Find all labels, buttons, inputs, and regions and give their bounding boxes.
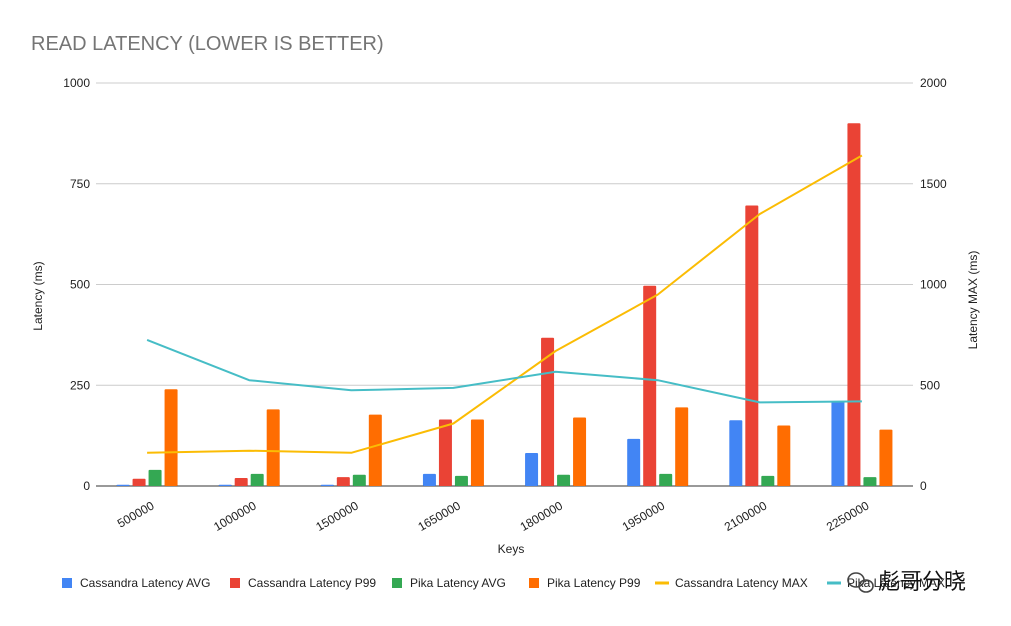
y-tick-label: 0 — [83, 479, 90, 493]
legend-label: Cassandra Latency MAX — [675, 576, 808, 590]
legend-swatch — [62, 578, 72, 588]
legend-label: Pika Latency AVG — [410, 576, 506, 590]
y-tick-label: 1000 — [63, 76, 90, 90]
bar-cassandra-latency-avg — [729, 420, 743, 486]
x-tick-label: 2100000 — [722, 498, 770, 534]
bar-cassandra-latency-p99 — [234, 477, 248, 486]
bar-cassandra-latency-avg — [320, 484, 334, 486]
legend: Cassandra Latency AVG Cassandra Latency P… — [62, 576, 945, 590]
gridlines — [96, 82, 913, 487]
line-cassandra-latency-max — [147, 154, 863, 454]
y2-tick-label: 1500 — [920, 177, 947, 191]
legend-swatch — [392, 578, 402, 588]
bar-series — [116, 123, 893, 487]
bar-cassandra-latency-p99 — [132, 478, 146, 486]
bar-cassandra-latency-avg — [627, 438, 641, 486]
bar-pika-latency-avg — [863, 477, 877, 486]
y-tick-label: 500 — [70, 278, 90, 292]
bar-cassandra-latency-avg — [218, 484, 232, 486]
bar-pika-latency-avg — [659, 473, 673, 486]
watermark-text: 彪哥分晓 — [878, 570, 966, 595]
bar-pika-latency-p99 — [164, 389, 178, 486]
wechat-icon — [847, 572, 874, 593]
bar-pika-latency-p99 — [368, 414, 382, 486]
legend-item: Cassandra Latency P99 — [230, 576, 376, 590]
chart-title: READ LATENCY (LOWER IS BETTER) — [31, 33, 384, 55]
legend-swatch — [230, 578, 240, 588]
bar-pika-latency-p99 — [470, 419, 484, 486]
legend-swatch — [529, 578, 539, 588]
bar-pika-latency-p99 — [879, 429, 893, 486]
legend-item: Cassandra Latency AVG — [62, 576, 211, 590]
bar-pika-latency-avg — [250, 473, 264, 486]
bar-cassandra-latency-p99 — [643, 285, 657, 486]
x-tick-label: 2250000 — [824, 498, 872, 534]
x-tick-label: 1950000 — [620, 498, 668, 534]
axes: 0 250 500 750 1000 0 500 1000 1500 2000 500000 1000… — [63, 76, 947, 534]
bar-cassandra-latency-avg — [116, 484, 130, 486]
y2-tick-label: 1000 — [920, 278, 947, 292]
bar-cassandra-latency-p99 — [847, 123, 861, 487]
bar-cassandra-latency-p99 — [745, 205, 759, 486]
x-tick-label: 1650000 — [415, 498, 463, 534]
bar-cassandra-latency-avg — [831, 401, 845, 486]
bar-cassandra-latency-p99 — [541, 337, 555, 486]
bar-pika-latency-avg — [352, 474, 366, 486]
bar-cassandra-latency-avg — [422, 473, 436, 486]
y2-tick-label: 0 — [920, 479, 927, 493]
x-axis-title: Keys — [498, 542, 525, 556]
bar-cassandra-latency-avg — [525, 452, 539, 486]
legend-label: Pika Latency P99 — [547, 576, 641, 590]
y-axis-title: Latency (ms) — [31, 261, 45, 330]
line-series — [146, 154, 863, 454]
bar-pika-latency-avg — [761, 475, 775, 486]
bar-pika-latency-avg — [557, 474, 571, 486]
legend-label: Pika Latency MAX — [847, 576, 945, 590]
bar-pika-latency-p99 — [777, 425, 791, 486]
x-tick-label: 1000000 — [211, 498, 259, 534]
legend-item: Cassandra Latency MAX — [655, 576, 808, 590]
bar-pika-latency-p99 — [266, 409, 280, 486]
legend-item: Pika Latency P99 — [529, 576, 641, 590]
legend-label: Cassandra Latency AVG — [80, 576, 211, 590]
y-tick-label: 750 — [70, 177, 90, 191]
x-tick-label: 500000 — [115, 498, 157, 530]
y2-tick-label: 2000 — [920, 76, 947, 90]
legend-item: Pika Latency MAX — [827, 576, 945, 590]
bar-pika-latency-avg — [148, 469, 162, 486]
y2-tick-label: 500 — [920, 378, 940, 392]
x-tick-label: 1800000 — [518, 498, 566, 534]
bar-pika-latency-p99 — [675, 407, 689, 486]
bar-pika-latency-p99 — [573, 417, 587, 486]
bar-cassandra-latency-p99 — [438, 419, 452, 486]
x-tick-label: 1500000 — [313, 498, 361, 534]
watermark: 彪哥分晓 — [847, 570, 966, 595]
line-pika-latency-max — [146, 338, 862, 404]
bar-pika-latency-avg — [454, 475, 468, 486]
legend-label: Cassandra Latency P99 — [248, 576, 376, 590]
y2-axis-title: Latency MAX (ms) — [966, 251, 980, 350]
y-tick-label: 250 — [70, 378, 90, 392]
legend-item: Pika Latency AVG — [392, 576, 506, 590]
bar-cassandra-latency-p99 — [336, 477, 350, 486]
